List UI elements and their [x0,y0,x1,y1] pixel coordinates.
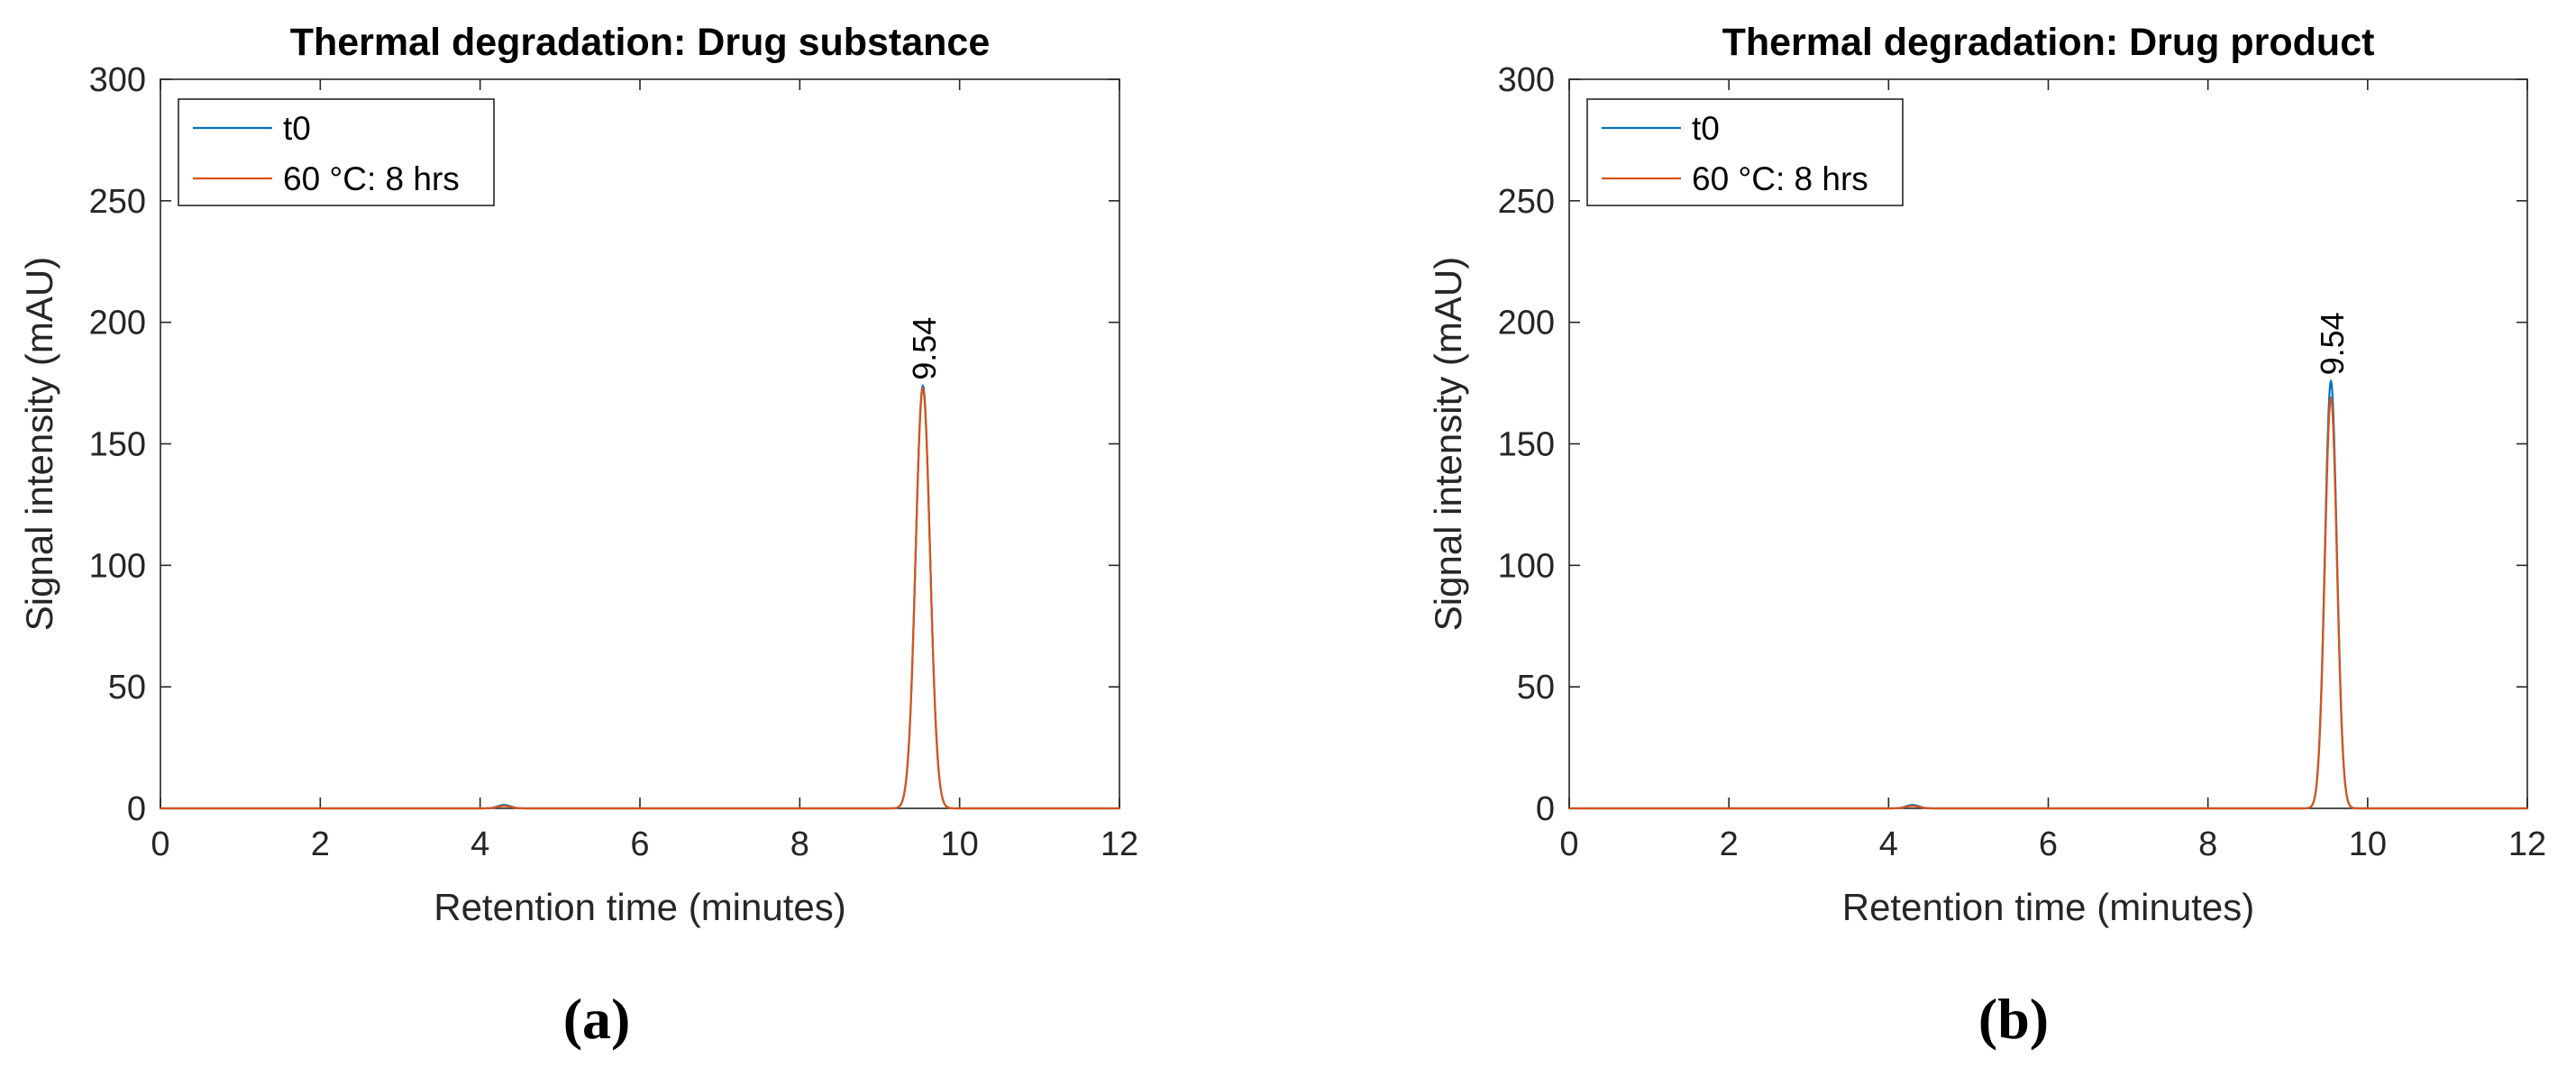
x-tick-label: 4 [1879,825,1898,863]
x-tick-label: 0 [1559,825,1578,863]
y-axis-label: Signal intensity (mAU) [1427,257,1469,631]
chart-panel-a: 0 2 4 6 8 10 12 0 50 100 150 200 250 300 9.54 Thermal d… [18,21,1138,928]
x-tick-label: 8 [790,825,809,863]
legend-box [1586,98,1904,206]
x-tick-label: 12 [1101,825,1138,863]
chart-title: Thermal degradation: Drug substance [290,21,991,64]
legend-entry: 60 °C: 8 hrs [1692,160,1868,197]
x-tick-label: 6 [2039,825,2058,863]
y-tick-label: 200 [89,305,146,342]
series-line-60c-8hrs [160,387,1120,810]
y-tick-label: 300 [89,61,146,99]
legend-box [178,98,495,206]
y-tick-label: 150 [1498,426,1555,464]
legend: t0 60 °C: 8 hrs [1586,98,1904,206]
panel-label-a: (a) [563,987,631,1051]
legend: t0 60 °C: 8 hrs [178,98,495,206]
panel-label-b: (b) [1978,987,2049,1051]
x-tick-label: 10 [2349,825,2387,863]
y-tick-label: 50 [108,669,146,707]
chart-panel-b: 0 2 4 6 8 10 12 0 50 100 150 200 250 300 9.54 Thermal d… [1427,21,2546,928]
y-tick-label: 0 [127,790,146,828]
x-tick-label: 0 [151,825,169,863]
x-tick-label: 10 [941,825,979,863]
x-tick-label: 2 [1720,825,1739,863]
series-line-60c-8hrs [1568,397,2528,810]
legend-entry: t0 [283,110,311,147]
x-tick-label: 4 [470,825,489,863]
y-tick-label: 150 [89,426,146,464]
legend-entry: 60 °C: 8 hrs [283,160,460,197]
legend-entry: t0 [1692,110,1720,147]
y-tick-label: 250 [1498,183,1555,221]
peak-annotation: 9.54 [2314,312,2351,375]
peak-annotation: 9.54 [906,317,943,380]
y-tick-label: 0 [1536,790,1555,828]
x-tick-label: 6 [630,825,649,863]
x-axis-label: Retention time (minutes) [1842,886,2255,928]
x-tick-label: 8 [2198,825,2217,863]
x-tick-label: 12 [2508,825,2546,863]
y-axis-label: Signal intensity (mAU) [18,257,60,631]
y-tick-label: 300 [1498,61,1555,99]
x-tick-label: 2 [311,825,330,863]
y-tick-label: 100 [1498,547,1555,585]
y-tick-label: 250 [89,183,146,221]
y-tick-label: 100 [89,547,146,585]
chart-title: Thermal degradation: Drug product [1722,21,2375,64]
y-tick-label: 50 [1517,669,1555,707]
y-tick-label: 200 [1498,305,1555,342]
x-axis-label: Retention time (minutes) [434,886,846,928]
